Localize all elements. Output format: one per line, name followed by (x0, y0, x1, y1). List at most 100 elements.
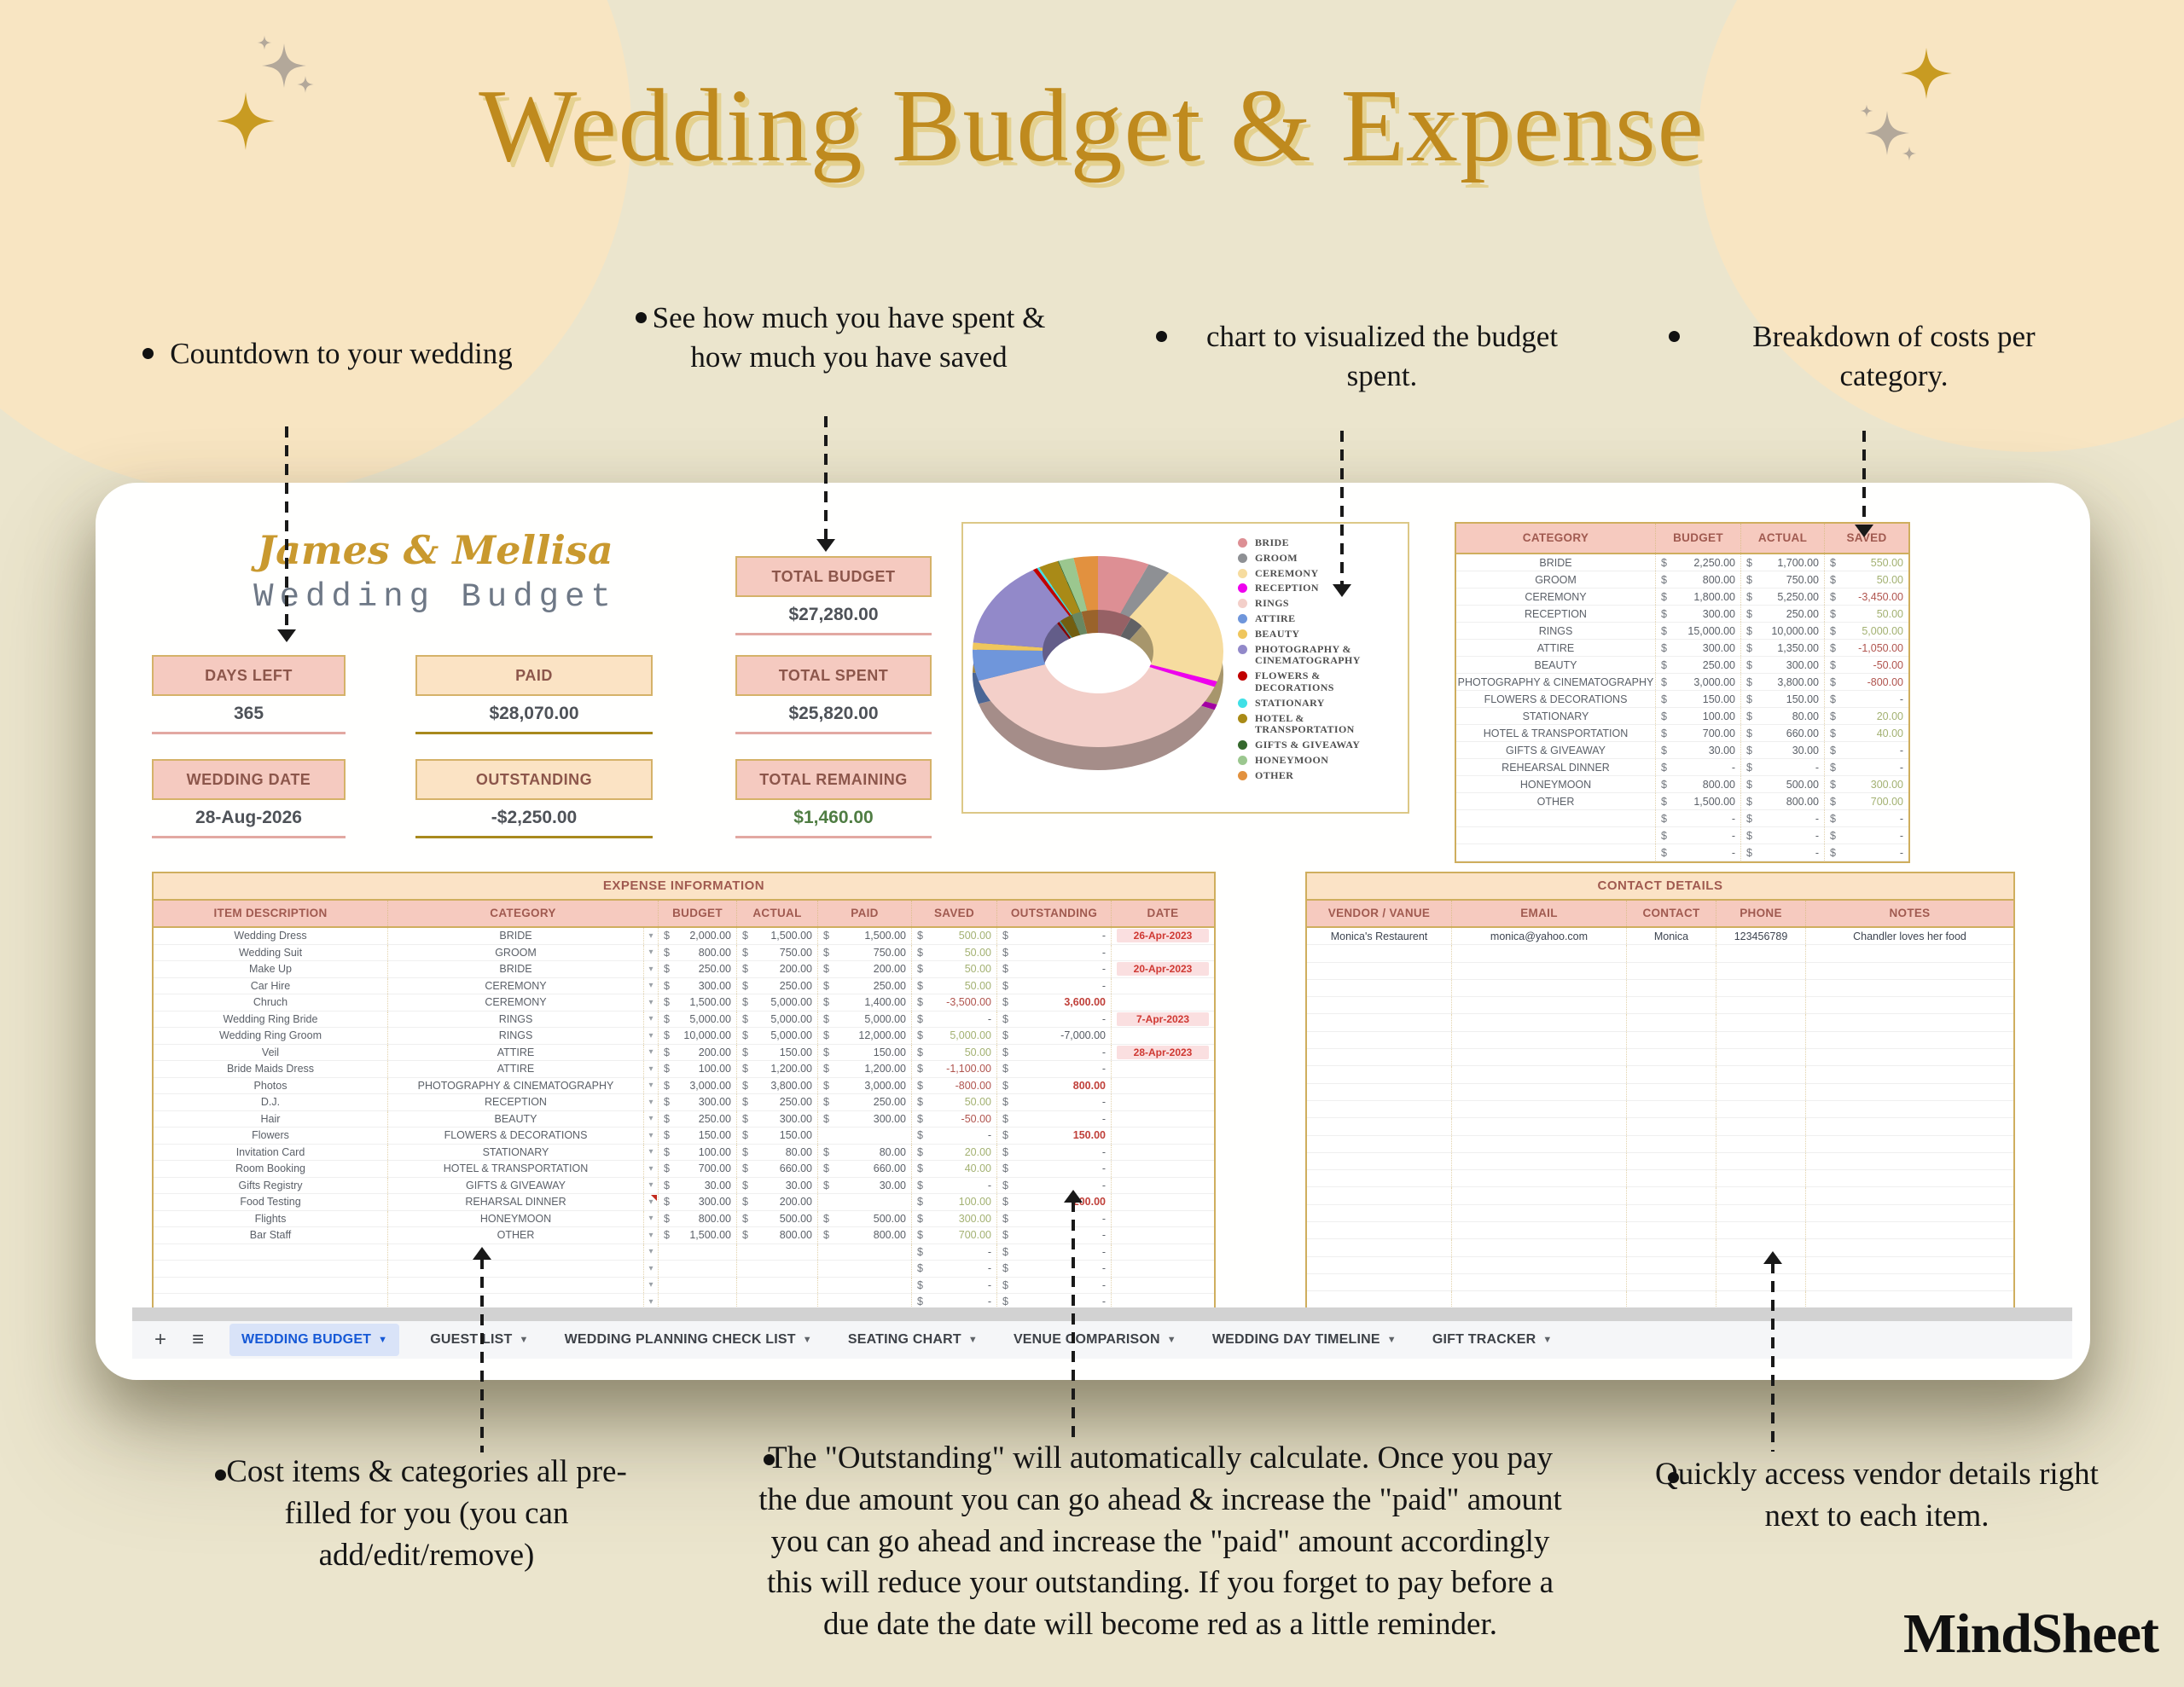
empty-cell[interactable] (1452, 1239, 1627, 1256)
amount-cell[interactable]: $ -7,000.00 (997, 1028, 1112, 1044)
amount-cell[interactable]: $5,000.00 (737, 1028, 818, 1044)
tile-value[interactable]: 365 (233, 704, 264, 723)
empty-cell[interactable] (1806, 1066, 2013, 1082)
category-dropdown-icon[interactable] (644, 1094, 659, 1110)
date-cell[interactable] (1112, 1261, 1214, 1277)
category-cell[interactable]: HONEYMOON (388, 1210, 644, 1226)
empty-cell[interactable] (1307, 997, 1452, 1014)
amount-cell[interactable]: $- (1830, 693, 1903, 705)
amount-cell[interactable]: $250.00 (737, 977, 818, 994)
amount-cell[interactable]: $100.00 (659, 1144, 737, 1160)
column-header[interactable]: ITEM DESCRIPTION (154, 901, 388, 926)
item-cell[interactable]: Wedding Ring Groom (154, 1028, 388, 1044)
column-header[interactable]: PHONE (1716, 901, 1806, 926)
amount-cell[interactable]: $- (1830, 846, 1903, 859)
empty-cell[interactable] (1716, 1187, 1806, 1204)
empty-cell[interactable] (1627, 1204, 1716, 1222)
empty-cell[interactable] (1716, 1152, 1806, 1170)
amount-cell[interactable]: $- (997, 1144, 1112, 1160)
category-cell[interactable] (388, 1277, 644, 1293)
tab-dropdown-icon[interactable]: ▼ (1542, 1335, 1553, 1345)
tile-label[interactable]: TOTAL BUDGET (735, 556, 932, 597)
empty-cell[interactable] (1806, 1222, 2013, 1238)
amount-cell[interactable]: $ -50.00 (912, 1110, 997, 1127)
date-cell[interactable] (1112, 1111, 1214, 1128)
tile-label[interactable]: OUTSTANDING (415, 759, 653, 800)
empty-cell[interactable] (1627, 1273, 1716, 1291)
amount-cell[interactable]: $150.00 (659, 1128, 737, 1144)
amount-cell[interactable] (659, 1244, 737, 1260)
empty-cell[interactable] (1716, 1256, 1806, 1273)
amount-cell[interactable]: $50.00 (912, 1044, 997, 1060)
item-cell[interactable]: Bar Staff (154, 1227, 388, 1244)
empty-cell[interactable] (1627, 1152, 1716, 1170)
category-dropdown-icon[interactable] (644, 1110, 659, 1127)
amount-cell[interactable]: $- (997, 961, 1112, 977)
amount-cell[interactable]: $800.00 (737, 1227, 818, 1244)
amount-cell[interactable]: $30.00 (1741, 742, 1825, 758)
category-dropdown-icon[interactable] (644, 1294, 659, 1310)
category-cell[interactable]: HOTEL & TRANSPORTATION (1456, 725, 1656, 741)
amount-cell[interactable]: $150.00 (737, 1128, 818, 1144)
empty-cell[interactable] (1806, 1170, 2013, 1186)
vendor-cell[interactable]: Monica's Restaurent (1307, 928, 1452, 945)
empty-cell[interactable] (1307, 945, 1452, 962)
column-header[interactable]: NOTES (1889, 906, 1931, 919)
empty-cell[interactable] (1452, 1066, 1627, 1083)
amount-cell[interactable]: $300.00 (1656, 640, 1741, 656)
amount-cell[interactable]: $660.00 (818, 1161, 912, 1177)
amount-cell[interactable]: $- (997, 1061, 1112, 1077)
empty-cell[interactable] (1806, 1118, 2013, 1134)
empty-cell[interactable] (1716, 1014, 1806, 1031)
amount-cell[interactable]: $ -3,500.00 (912, 994, 997, 1011)
category-cell[interactable]: RINGS (388, 1011, 644, 1027)
empty-cell[interactable] (1806, 1032, 2013, 1048)
date-cell[interactable] (1112, 1227, 1214, 1244)
amount-cell[interactable]: $5,000.00 (659, 1011, 737, 1027)
amount-cell[interactable] (818, 1261, 912, 1277)
empty-cell[interactable] (1627, 1239, 1716, 1256)
empty-cell[interactable] (1627, 1170, 1716, 1187)
amount-cell[interactable]: $- (997, 928, 1112, 944)
amount-cell[interactable]: $750.00 (1741, 571, 1825, 588)
category-dropdown-icon[interactable] (644, 1177, 659, 1193)
empty-cell[interactable] (1806, 1014, 2013, 1030)
column-header[interactable]: OUTSTANDING (997, 901, 1112, 926)
empty-cell[interactable] (1806, 963, 2013, 979)
empty-cell[interactable] (1627, 979, 1716, 997)
amount-cell[interactable]: $ -50.00 (1830, 658, 1903, 671)
category-cell[interactable]: ATTIRE (1456, 640, 1656, 656)
tile-value[interactable]: $25,820.00 (788, 704, 879, 723)
amount-cell[interactable]: $1,500.00 (818, 928, 912, 944)
category-cell[interactable]: STATIONARY (1456, 708, 1656, 724)
amount-cell[interactable]: $- (1830, 761, 1903, 774)
amount-cell[interactable]: $150.00 (818, 1044, 912, 1060)
amount-cell[interactable]: $150.00 (997, 1128, 1112, 1144)
column-header[interactable]: ACTUAL (1741, 524, 1825, 553)
empty-cell[interactable] (1307, 1066, 1452, 1083)
empty-cell[interactable] (1627, 945, 1716, 962)
amount-cell[interactable]: $- (1741, 759, 1825, 775)
amount-cell[interactable]: $250.00 (818, 1094, 912, 1110)
amount-cell[interactable]: $5,250.00 (1741, 588, 1825, 605)
amount-cell[interactable]: $750.00 (737, 944, 818, 960)
empty-cell[interactable] (1806, 1049, 2013, 1065)
category-cell[interactable]: OTHER (388, 1227, 644, 1244)
amount-cell[interactable]: $ -800.00 (912, 1077, 997, 1093)
item-cell[interactable]: Room Booking (154, 1161, 388, 1177)
amount-cell[interactable]: $- (1656, 810, 1741, 826)
amount-cell[interactable]: $250.00 (1656, 657, 1741, 673)
empty-cell[interactable] (1307, 1170, 1452, 1187)
category-dropdown-icon[interactable] (644, 1128, 659, 1144)
amount-cell[interactable]: $50.00 (912, 977, 997, 994)
item-cell[interactable]: Car Hire (154, 977, 388, 994)
item-cell[interactable] (154, 1294, 388, 1310)
sheet-tab[interactable]: GIFT TRACKER ▼ (1432, 1332, 1553, 1347)
empty-cell[interactable] (1452, 1135, 1627, 1152)
pie-slice[interactable] (1057, 560, 1081, 612)
tile-label[interactable]: TOTAL SPENT (735, 655, 932, 696)
category-dropdown-icon[interactable] (644, 1244, 659, 1260)
item-cell[interactable] (154, 1261, 388, 1277)
empty-cell[interactable] (1452, 1014, 1627, 1031)
column-header[interactable]: DATE (1147, 906, 1179, 919)
